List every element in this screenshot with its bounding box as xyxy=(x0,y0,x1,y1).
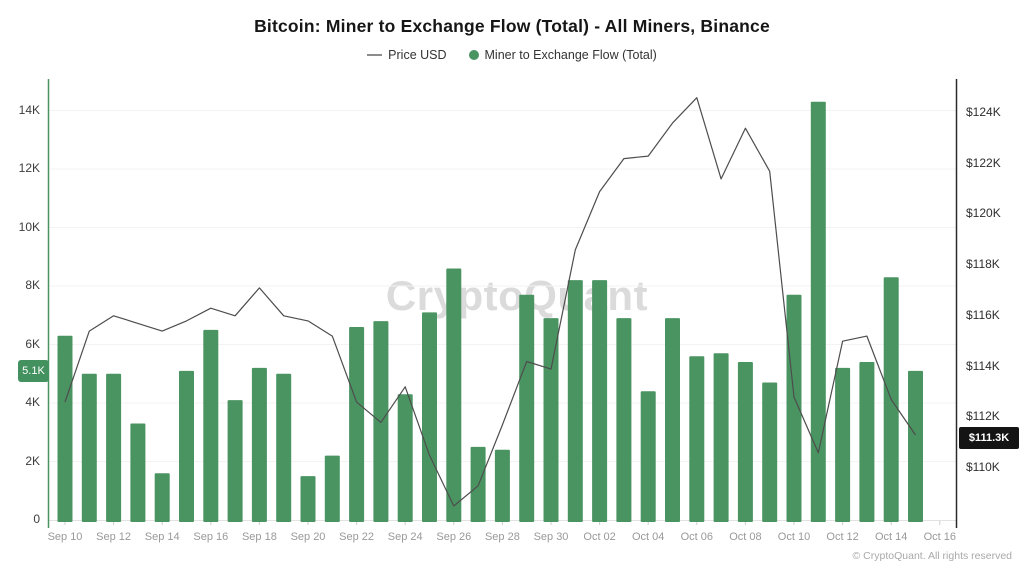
x-axis-tick-label: Sep 22 xyxy=(339,531,375,543)
left-axis-tick-label: 8K xyxy=(25,278,40,292)
x-axis-tick-label: Sep 12 xyxy=(96,531,132,543)
flow-bar xyxy=(251,367,267,522)
x-axis-tick-label: Oct 10 xyxy=(777,531,811,543)
x-axis-tick-label: Oct 04 xyxy=(631,531,665,543)
legend-item-price[interactable]: Price USD xyxy=(367,48,447,62)
flow-bar xyxy=(130,423,146,522)
x-axis-tick-label: Sep 18 xyxy=(241,531,277,543)
flow-bar xyxy=(227,400,243,522)
flow-bar xyxy=(762,382,778,522)
flow-current-value-badge: 5.1K xyxy=(18,360,49,382)
x-axis-tick-label: Sep 30 xyxy=(533,531,569,543)
left-axis-tick-label: 10K xyxy=(18,219,40,234)
flow-bar xyxy=(835,367,851,522)
x-axis-tick-label: Sep 20 xyxy=(290,531,326,543)
x-axis-tick-label: Sep 26 xyxy=(436,531,472,543)
flow-bar xyxy=(57,335,73,522)
flow-bar xyxy=(446,268,462,522)
left-axis-tick-label: 4K xyxy=(25,395,40,409)
flow-bar xyxy=(908,370,923,522)
flow-bar xyxy=(349,326,365,522)
right-axis-tick-label: $114K xyxy=(966,358,1000,373)
flow-bar xyxy=(616,318,632,522)
x-axis-tick-label: Sep 14 xyxy=(144,531,180,543)
flow-bar xyxy=(859,362,875,522)
flow-bar xyxy=(397,394,413,522)
flow-bar xyxy=(81,373,97,522)
x-axis-tick-label: Oct 12 xyxy=(826,531,859,543)
x-axis-tick-label: Oct 02 xyxy=(583,531,616,543)
flow-bar xyxy=(640,391,656,522)
copyright-text: © CryptoQuant. All rights reserved xyxy=(852,550,1012,562)
flow-bar xyxy=(713,353,729,522)
x-axis-tick-label: Oct 16 xyxy=(923,531,956,543)
left-axis-tick-label: 14K xyxy=(18,102,40,117)
x-axis-tick-label: Oct 06 xyxy=(680,531,713,543)
left-axis-tick-label: 12K xyxy=(18,161,40,175)
right-axis-tick-label: $120K xyxy=(966,206,1001,221)
chart-legend: Price USD Miner to Exchange Flow (Total) xyxy=(0,48,1024,62)
flow-bar xyxy=(665,318,680,522)
price-line-swatch-icon xyxy=(367,54,383,56)
price-line xyxy=(64,97,916,507)
flow-bar xyxy=(154,473,170,522)
flow-bar xyxy=(300,476,316,522)
left-axis-tick-label: 0 xyxy=(33,512,40,526)
legend-flow-label: Miner to Exchange Flow (Total) xyxy=(484,48,657,62)
flow-bar xyxy=(786,294,802,522)
legend-price-label: Price USD xyxy=(388,48,447,62)
flow-bar xyxy=(179,370,194,522)
flow-bar xyxy=(519,294,535,522)
flow-bar xyxy=(324,455,340,522)
right-axis-tick-label: $112K xyxy=(966,409,1000,424)
right-axis-tick-label: $118K xyxy=(966,257,1000,272)
left-axis-tick-label: 2K xyxy=(25,453,40,468)
flow-bar xyxy=(422,312,437,522)
flow-bar xyxy=(106,373,122,522)
x-axis-tick-label: Sep 10 xyxy=(47,531,83,543)
left-axis-tick-label: 6K xyxy=(25,336,40,351)
right-axis-tick-label: $110K xyxy=(966,460,1000,474)
x-axis-tick-label: Sep 24 xyxy=(387,531,423,543)
page-title: Bitcoin: Miner to Exchange Flow (Total) … xyxy=(254,16,770,36)
flow-bar xyxy=(276,373,292,522)
right-axis-tick-label: $116K xyxy=(966,307,1000,322)
flow-bar xyxy=(543,318,559,522)
x-axis-tick-label: Sep 28 xyxy=(484,531,520,543)
flow-bar xyxy=(810,101,826,522)
x-axis-tick-label: Sep 16 xyxy=(193,531,229,543)
x-axis-tick-label: Oct 14 xyxy=(874,531,908,543)
flow-bar xyxy=(494,449,510,522)
flow-bar xyxy=(689,356,705,522)
x-axis-tick-label: Oct 08 xyxy=(729,531,762,543)
flow-dot-swatch-icon xyxy=(468,50,479,60)
right-axis-tick-label: $124K xyxy=(966,104,1001,119)
legend-item-flow[interactable]: Miner to Exchange Flow (Total) xyxy=(468,48,657,62)
flow-bar xyxy=(567,280,583,522)
flow-bar xyxy=(203,329,219,522)
flow-bar xyxy=(592,280,608,522)
right-axis-tick-label: $122K xyxy=(966,155,1001,170)
flow-bar xyxy=(737,362,753,522)
price-current-value-badge: $111.3K xyxy=(959,427,1019,449)
